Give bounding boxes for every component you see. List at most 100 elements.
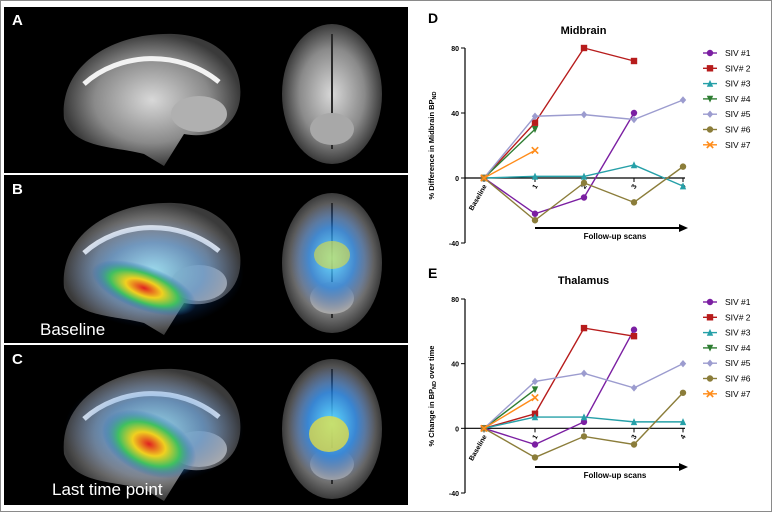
data-point [706,344,714,352]
y-tick-label: -40 [449,241,459,248]
legend-label: SIV# 2 [725,312,751,322]
cerebellum [171,96,227,132]
data-point [531,210,539,217]
series-line [483,329,635,446]
data-point [679,96,687,104]
axial-hotspot [314,241,350,269]
caption-baseline: Baseline [40,320,106,339]
axial-cerebellum [310,113,354,145]
series-line [483,149,536,179]
data-point [679,163,687,170]
data-point [706,359,714,367]
x-tick-label: 1 [532,183,540,190]
data-point [531,441,539,448]
mri-image [63,193,382,335]
caption-last-time-point: Last time point [52,480,163,499]
legend-label: SIV #7 [725,389,751,399]
mri-panel-a [4,7,408,173]
x-tick-label: 1 [532,434,540,441]
arrow-head [679,224,688,232]
y-tick-label: 40 [451,362,459,369]
arrow-head [679,463,688,471]
y-tick-label: 0 [455,176,459,183]
panel-label-a: A [12,12,23,29]
legend-label: SIV #3 [725,328,751,338]
data-point [580,418,588,426]
legend-label: SIV #5 [725,109,751,119]
data-point [580,172,588,180]
data-point [706,390,714,398]
y-axis-label: % Change in BPND over time [427,346,438,447]
axial-hotspot [309,416,349,452]
data-point [580,413,588,421]
legend-label: SIV #6 [725,125,751,135]
x-axis-label: Follow-up scans [584,232,647,241]
mri-image [63,359,382,501]
series-line [483,47,635,179]
data-point [706,141,714,149]
chart-title: Midbrain [561,25,607,37]
x-tick-label: 2 [581,183,589,190]
data-point [580,324,588,332]
data-point [706,110,714,118]
data-point [531,454,539,461]
series-line [483,128,536,179]
data-point [630,199,638,206]
x-tick-label: Baseline [468,183,489,212]
y-tick-label: 40 [451,111,459,118]
data-point [706,65,714,72]
pet-hotspot [91,260,197,316]
mri-panel-b [4,175,408,343]
series-line [483,397,536,429]
thalamus-chart: Thalamus-4004080Baseline1234% Change in … [427,275,751,498]
data-point [630,161,638,169]
x-tick-label: 3 [631,434,639,441]
data-point [706,49,714,57]
data-point [706,298,714,306]
data-point [480,424,488,433]
data-point [630,109,638,117]
data-point [706,314,714,321]
y-tick-label: 80 [451,46,459,53]
series-line [483,392,684,459]
pet-hotspot [101,409,197,479]
y-tick-label: -40 [449,491,459,498]
data-point [580,194,588,201]
y-tick-label: 80 [451,297,459,304]
x-axis-label: Follow-up scans [584,471,647,480]
series-line [483,388,536,429]
midbrain-chart: Midbrain-4004080Baseline1234% Difference… [427,25,751,248]
data-point [630,384,638,392]
x-tick-label: Baseline [468,434,489,463]
legend-label: SIV #5 [725,358,751,368]
data-point [531,377,539,386]
data-point [679,182,687,190]
data-point [706,375,714,382]
data-point [531,112,539,120]
legend-label: SIV #6 [725,374,751,384]
panel-label-b: B [12,181,23,198]
mri-panel-c [4,345,408,505]
data-point [531,146,539,155]
data-point [630,332,638,340]
data-point [531,393,539,402]
chart-letter-d: D [428,10,439,26]
data-point [580,433,588,440]
x-tick-label: 4 [680,434,688,441]
corpus-callosum [82,56,221,86]
data-point [531,217,539,224]
legend-label: SIV #7 [725,140,751,150]
data-point [580,44,588,52]
data-point [706,328,714,336]
y-axis-label: % Difference in Midbrain BPND [427,91,438,199]
legend-label: SIV #4 [725,94,751,104]
data-point [580,179,588,187]
chart-title: Thalamus [558,275,609,287]
data-point [531,172,539,180]
data-point [580,369,588,378]
data-point [531,413,539,421]
data-point [679,389,687,396]
data-point [630,57,638,65]
x-tick-label: 3 [631,183,639,190]
mri-image [63,24,382,166]
